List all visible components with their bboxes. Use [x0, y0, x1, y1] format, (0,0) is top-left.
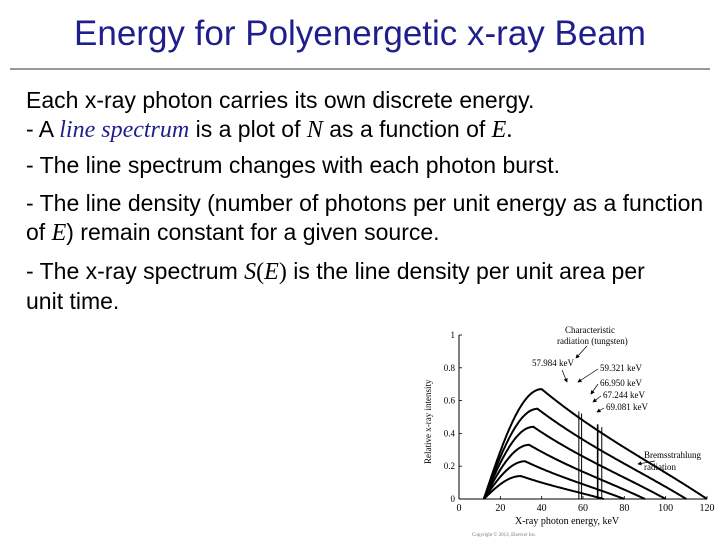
x-axis-label: X-ray photon energy, keV [515, 516, 620, 527]
annotation-69081: 69.081 keV [606, 402, 648, 412]
symbol-S: S [244, 259, 257, 285]
x-tick-label: 100 [658, 503, 673, 514]
spectrum-curve-90kvp [482, 443, 646, 500]
arrow-69081 [596, 407, 605, 413]
x-tick-label: 40 [537, 503, 547, 514]
text: as a function of [322, 116, 492, 142]
x-tick-label: 60 [578, 503, 588, 514]
text: . [506, 117, 513, 143]
slide-title: Energy for Polyenergetic x-ray Beam [74, 14, 646, 53]
text: - The x-ray spectrum [26, 258, 245, 284]
annotation-57984: 57.984 keV [532, 358, 574, 368]
annotation-67244: 67.244 keV [603, 390, 645, 400]
y-tick-label: 0.8 [444, 363, 456, 373]
spectrum-curve-120kvp [482, 388, 708, 500]
text: is a plot of [189, 116, 307, 142]
paren: ( [256, 259, 265, 285]
x-tick-label: 20 [495, 503, 505, 514]
term-line-spectrum: line spectrum [59, 117, 190, 143]
x-tick-label: 120 [700, 503, 715, 514]
x-tick-label: 0 [457, 503, 462, 514]
paragraph-photon-burst: - The line spectrum changes with each ph… [26, 152, 560, 178]
y-tick-label: 1 [451, 330, 456, 340]
arrow-67244 [592, 395, 602, 403]
annotation-characteristic-1: Characteristic [565, 325, 615, 335]
annotation-bremsstrahlung-1: Bremsstrahlung [644, 450, 701, 460]
symbol-E: E [491, 117, 507, 143]
text: is the line density per unit area per un… [26, 258, 645, 314]
title-divider [10, 68, 710, 70]
paragraph-xray-spectrum: - The x-ray spectrum S(E) is the line de… [26, 257, 666, 316]
spectrum-curve-110kvp [482, 407, 687, 500]
line-photon-energy: Each x-ray photon carries its own discre… [26, 87, 535, 113]
y-tick-label: 0.4 [444, 428, 456, 438]
y-tick-label: 0.6 [444, 396, 456, 406]
symbol-E: E [51, 220, 67, 246]
characteristic-lines [578, 411, 603, 499]
arrow-66950 [590, 383, 599, 395]
symbol-E: E [264, 259, 279, 285]
spectrum-curves [482, 388, 708, 500]
paren: ) [278, 259, 287, 285]
annotation-characteristic-2: radiation (tungsten) [557, 336, 628, 346]
arrow-characteristic [575, 345, 588, 359]
text: ) remain constant for a given source. [66, 219, 440, 245]
symbol-N: N [306, 117, 323, 143]
text: - The line density (number of photons pe… [26, 190, 704, 245]
y-tick-label: 0.2 [444, 461, 455, 471]
annotation-59321: 59.321 keV [600, 363, 642, 373]
paragraph-photon-energy: Each x-ray photon carries its own discre… [26, 86, 706, 145]
copyright-note: Copyright © 2013, Elsevier Inc. [472, 532, 536, 538]
spectrum-curve-100kvp [482, 425, 667, 500]
annotation-66950: 66.950 keV [600, 378, 642, 388]
xray-spectrum-figure: 0 20 40 60 80 100 120 0 0.2 0.4 0.6 0.8 1 Characteri… [423, 325, 715, 538]
text: - A [26, 116, 60, 142]
arrow-59321 [577, 368, 599, 383]
x-tick-label: 80 [619, 503, 629, 514]
y-tick-label: 0 [451, 494, 456, 504]
arrow-57984 [561, 369, 568, 383]
spectrum-curve-80kvp [482, 460, 625, 500]
y-axis-label: Relative x-ray intensity [423, 379, 433, 464]
paragraph-line-density: - The line density (number of photons pe… [26, 189, 706, 248]
arrow-bremsstrahlung [637, 460, 656, 466]
annotation-bremsstrahlung-2: radiation [644, 462, 676, 472]
slide-body: Each x-ray photon carries its own discre… [26, 86, 706, 325]
spectrum-curve-70kvp [483, 474, 604, 500]
